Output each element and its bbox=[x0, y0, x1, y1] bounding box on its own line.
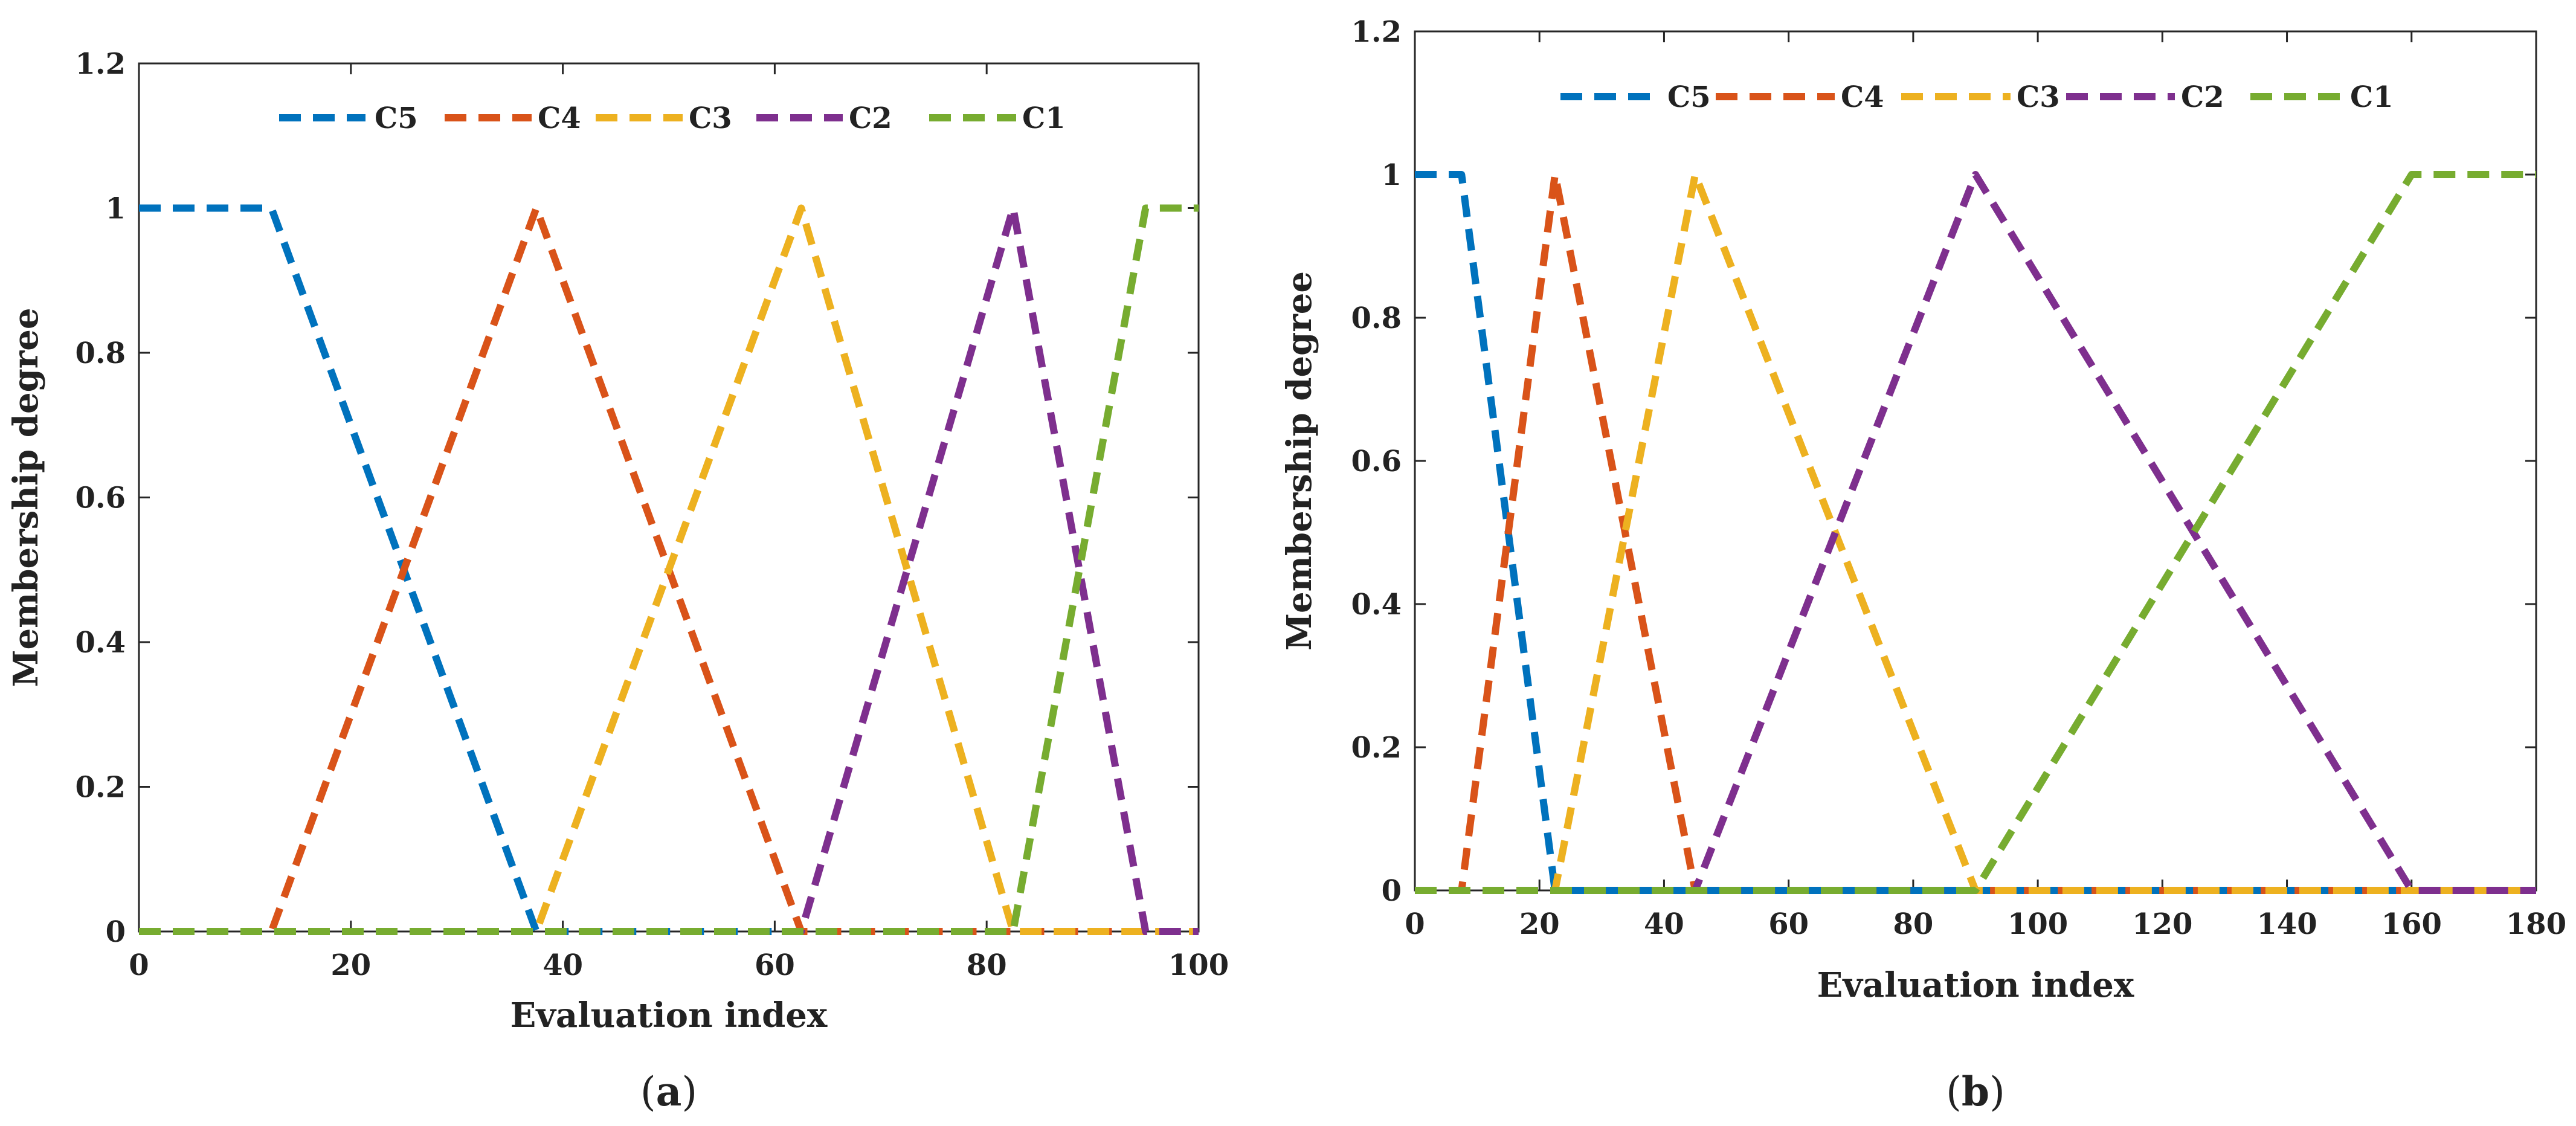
series-line-c5 bbox=[1415, 171, 2536, 894]
x-axis-label: Evaluation index bbox=[510, 996, 828, 1035]
x-tick-label: 0 bbox=[129, 948, 149, 982]
caption: (b) bbox=[1946, 1068, 2005, 1115]
legend-label-c1: C1 bbox=[2350, 80, 2394, 114]
y-tick-label: 0.8 bbox=[75, 336, 126, 370]
x-tick-label: 60 bbox=[1768, 907, 1809, 941]
y-tick-label: 1.2 bbox=[75, 47, 126, 81]
series-line-c3 bbox=[1415, 171, 2536, 894]
x-tick-label: 20 bbox=[330, 948, 371, 982]
x-tick-label: 80 bbox=[1893, 907, 1933, 941]
x-tick-label: 120 bbox=[2132, 907, 2192, 941]
legend-label-c3: C3 bbox=[689, 101, 732, 135]
y-tick-label: 0.4 bbox=[75, 626, 126, 660]
y-tick-label: 0.2 bbox=[1351, 731, 1402, 765]
x-tick-label: 100 bbox=[1168, 948, 1229, 982]
x-tick-label: 40 bbox=[1644, 907, 1684, 941]
legend-label-c1: C1 bbox=[1022, 101, 1066, 135]
y-tick-label: 0.6 bbox=[75, 481, 126, 515]
y-tick-label: 1 bbox=[1382, 158, 1402, 192]
x-tick-label: 0 bbox=[1405, 907, 1425, 941]
chart-b: 0 20 40 60 80 100 120 140 160 180 0 0.2 0.4 0.6 0.8 1 1.… bbox=[1280, 15, 2566, 1115]
y-axis-label: Membership degree bbox=[1280, 271, 1319, 651]
series-line-c1 bbox=[1415, 171, 2536, 894]
legend-label-c2: C2 bbox=[849, 101, 892, 135]
y-tick-label: 0.2 bbox=[75, 771, 126, 805]
series-line-c2 bbox=[1415, 171, 2536, 894]
x-tick-label: 140 bbox=[2256, 907, 2317, 941]
caption: (a) bbox=[640, 1068, 697, 1115]
caption-letter: a bbox=[656, 1068, 682, 1115]
y-axis-label: Membership degree bbox=[6, 307, 46, 687]
y-tick-label: 0 bbox=[106, 915, 126, 949]
series-line-c3 bbox=[139, 204, 1199, 935]
x-tick-label: 160 bbox=[2381, 907, 2442, 941]
y-tick-label: 0 bbox=[1382, 874, 1402, 908]
legend-label-c5: C5 bbox=[375, 101, 418, 135]
y-tick-label: 1.2 bbox=[1351, 15, 1402, 49]
x-axis-label: Evaluation index bbox=[1817, 965, 2134, 1005]
y-tick-label: 1 bbox=[106, 192, 126, 226]
plot-frame bbox=[138, 62, 1200, 933]
x-tick-label: 100 bbox=[2008, 907, 2068, 941]
x-tick-label: 80 bbox=[967, 948, 1007, 982]
x-tick-label: 60 bbox=[755, 948, 795, 982]
y-tick-label: 0.8 bbox=[1351, 301, 1402, 335]
series-line-c1 bbox=[139, 204, 1199, 935]
legend-label-c5: C5 bbox=[1667, 80, 1711, 114]
series-line-c4 bbox=[1415, 171, 2536, 894]
legend-label-c4: C4 bbox=[1841, 80, 1884, 114]
caption-letter: b bbox=[1962, 1068, 1989, 1115]
y-tick-label: 0.6 bbox=[1351, 445, 1402, 478]
legend: C5 C4 C3 C2 C1 bbox=[279, 101, 1066, 135]
legend-label-c2: C2 bbox=[2181, 80, 2224, 114]
legend: C5 C4 C3 C2 C1 bbox=[1560, 80, 2394, 114]
y-tick-label: 0.4 bbox=[1351, 588, 1402, 622]
legend-label-c4: C4 bbox=[538, 101, 581, 135]
legend-label-c3: C3 bbox=[2017, 80, 2060, 114]
chart-a: 0 20 40 60 80 100 0 0.2 0.4 0.6 0.8 1 1.2 C5 C4 C3 C2 C1 E… bbox=[6, 47, 1229, 1115]
x-tick-label: 40 bbox=[543, 948, 583, 982]
x-tick-label: 20 bbox=[1519, 907, 1560, 941]
x-tick-label: 180 bbox=[2506, 907, 2566, 941]
